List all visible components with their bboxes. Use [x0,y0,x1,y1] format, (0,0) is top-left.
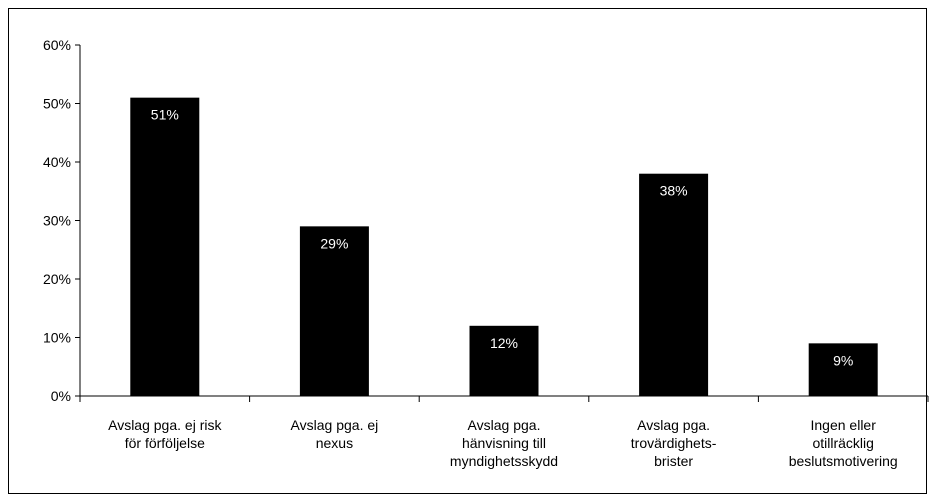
data-label: 51% [151,107,179,123]
y-tick-label: 0% [51,388,71,404]
y-tick-label: 10% [43,330,71,346]
category-label-line: otillräcklig [812,435,873,451]
y-tick-label: 60% [43,37,71,53]
data-label: 12% [490,335,518,351]
category-label-line: Avslag pga. ej [291,417,379,433]
category-label-line: Avslag pga. [468,417,541,433]
data-label: 9% [833,352,853,368]
data-label: 38% [660,183,688,199]
category-label-line: trovärdighets- [631,435,717,451]
category-label-line: nexus [316,435,353,451]
category-label-line: Ingen eller [811,417,877,433]
category-label-line: Avslag pga. [637,417,710,433]
category-label-line: myndighetsskydd [450,453,558,469]
category-label-line: Avslag pga. ej risk [108,417,222,433]
category-label-line: beslutsmotivering [789,453,898,469]
bar [808,343,878,396]
bar [299,226,369,396]
bar [130,97,200,397]
category-label-line: hänvisning till [462,435,546,451]
category-label: Avslag pga. ej risk för förföljelse [108,417,222,451]
category-label: Avslag pga. ej nexus [291,417,379,451]
y-tick-label: 20% [43,271,71,287]
category-label: Ingen eller otillräcklig beslutsmotivering [789,417,898,469]
bar [639,173,709,396]
data-label: 29% [320,235,348,251]
bar [469,325,539,396]
category-label: Avslag pga. trovärdighets-brister [631,417,717,469]
category-label-line: för förföljelse [125,435,205,451]
y-tick-label: 30% [43,213,71,229]
category-label-line: brister [654,453,693,469]
y-tick-label: 50% [43,96,71,112]
y-tick-label: 40% [43,154,71,170]
category-label: Avslag pga. hänvisning till myndighetsskyd… [450,417,558,469]
